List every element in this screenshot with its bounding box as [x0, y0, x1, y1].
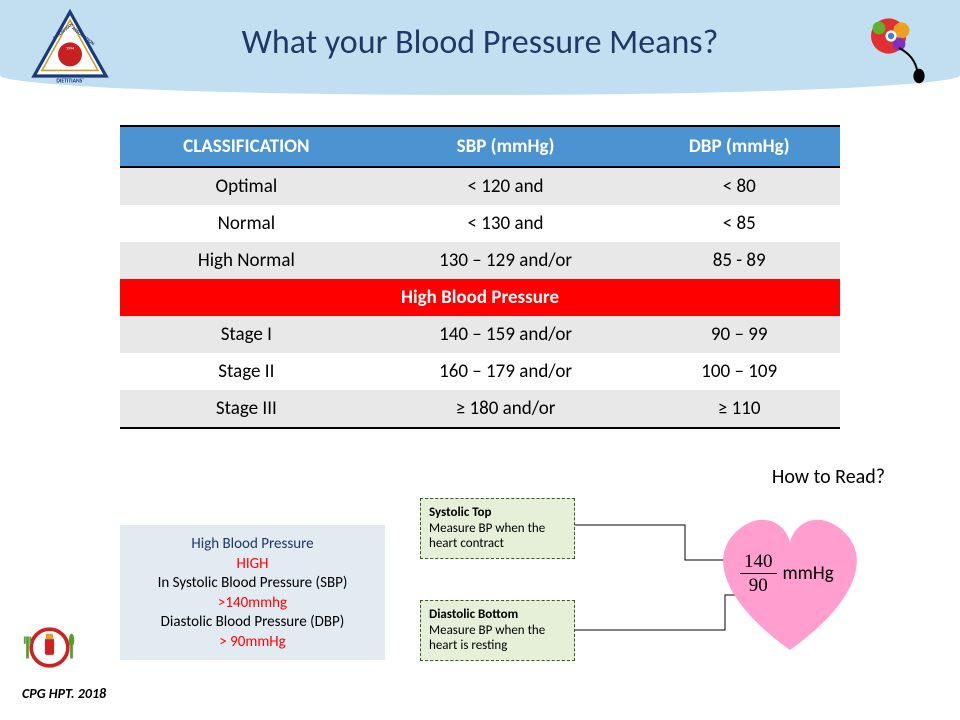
- header-banner: What your Blood Pressure Means?: [0, 0, 960, 95]
- high-bp-definition-box: High Blood Pressure HIGH In Systolic Blo…: [120, 525, 385, 660]
- cell: ≥ 110: [638, 390, 840, 428]
- col-dbp: DBP (mmHg): [638, 126, 840, 167]
- page-title: What your Blood Pressure Means?: [242, 22, 719, 63]
- cell: < 80: [638, 167, 840, 205]
- table-row: Normal < 130 and < 85: [120, 205, 840, 242]
- logo-dietitians-association: MALAYSIAN ASSOCIATION 1994 DIETITIANS': [30, 8, 110, 88]
- cell: Stage III: [120, 390, 373, 428]
- cell: < 120 and: [373, 167, 639, 205]
- bp-numerator: 140: [740, 552, 777, 574]
- cell: 90 – 99: [638, 316, 840, 353]
- table-row: High Normal 130 – 129 and/or 85 - 89: [120, 242, 840, 279]
- table-row: Stage II 160 – 179 and/or 100 – 109: [120, 353, 840, 390]
- bp-denominator: 90: [740, 574, 777, 595]
- svg-text:DIETITIANS': DIETITIANS': [56, 77, 83, 84]
- callout-desc: Measure BP when the heart is resting: [429, 623, 545, 654]
- info-line: High Blood Pressure: [128, 535, 377, 555]
- bp-unit: mmHg: [783, 562, 834, 585]
- cell: 85 - 89: [638, 242, 840, 279]
- callout-title: Systolic Top: [429, 505, 566, 521]
- cell: < 85: [638, 205, 840, 242]
- cell: Stage I: [120, 316, 373, 353]
- cell: High Normal: [120, 242, 373, 279]
- cell: ≥ 180 and/or: [373, 390, 639, 428]
- bp-graphic-icon: [855, 8, 935, 88]
- table-row: Stage I 140 – 159 and/or 90 – 99: [120, 316, 840, 353]
- how-to-read-label: How to Read?: [772, 465, 885, 489]
- cell: Normal: [120, 205, 373, 242]
- cell: 140 – 159 and/or: [373, 316, 639, 353]
- info-line: Diastolic Blood Pressure (DBP): [128, 613, 377, 633]
- svg-text:1994: 1994: [66, 47, 74, 52]
- footer-citation: CPG HPT. 2018: [22, 685, 106, 702]
- col-sbp: SBP (mmHg): [373, 126, 639, 167]
- info-line: HIGH: [128, 555, 377, 575]
- cell: Optimal: [120, 167, 373, 205]
- table-row: Stage III ≥ 180 and/or ≥ 110: [120, 390, 840, 428]
- bp-reading: 140 90 mmHg: [740, 552, 834, 595]
- cell-high-bp-header: High Blood Pressure: [120, 279, 840, 316]
- cell: 130 – 129 and/or: [373, 242, 639, 279]
- table-row-section-header: High Blood Pressure: [120, 279, 840, 316]
- info-line: > 90mmHg: [128, 633, 377, 653]
- plate-logo-icon: [22, 620, 77, 675]
- systolic-callout: Systolic Top Measure BP when the heart c…: [420, 498, 575, 559]
- heart-reading-graphic: 140 90 mmHg: [700, 500, 880, 660]
- bp-classification-table: CLASSIFICATION SBP (mmHg) DBP (mmHg) Opt…: [120, 125, 840, 429]
- table-row: Optimal < 120 and < 80: [120, 167, 840, 205]
- cell: 100 – 109: [638, 353, 840, 390]
- callout-title: Diastolic Bottom: [429, 607, 566, 623]
- diastolic-callout: Diastolic Bottom Measure BP when the hea…: [420, 600, 575, 661]
- info-line: >140mmhg: [128, 594, 377, 614]
- cell: 160 – 179 and/or: [373, 353, 639, 390]
- col-classification: CLASSIFICATION: [120, 126, 373, 167]
- table-header-row: CLASSIFICATION SBP (mmHg) DBP (mmHg): [120, 126, 840, 167]
- callout-desc: Measure BP when the heart contract: [429, 521, 545, 552]
- cell: < 130 and: [373, 205, 639, 242]
- cell: Stage II: [120, 353, 373, 390]
- info-line: In Systolic Blood Pressure (SBP): [128, 574, 377, 594]
